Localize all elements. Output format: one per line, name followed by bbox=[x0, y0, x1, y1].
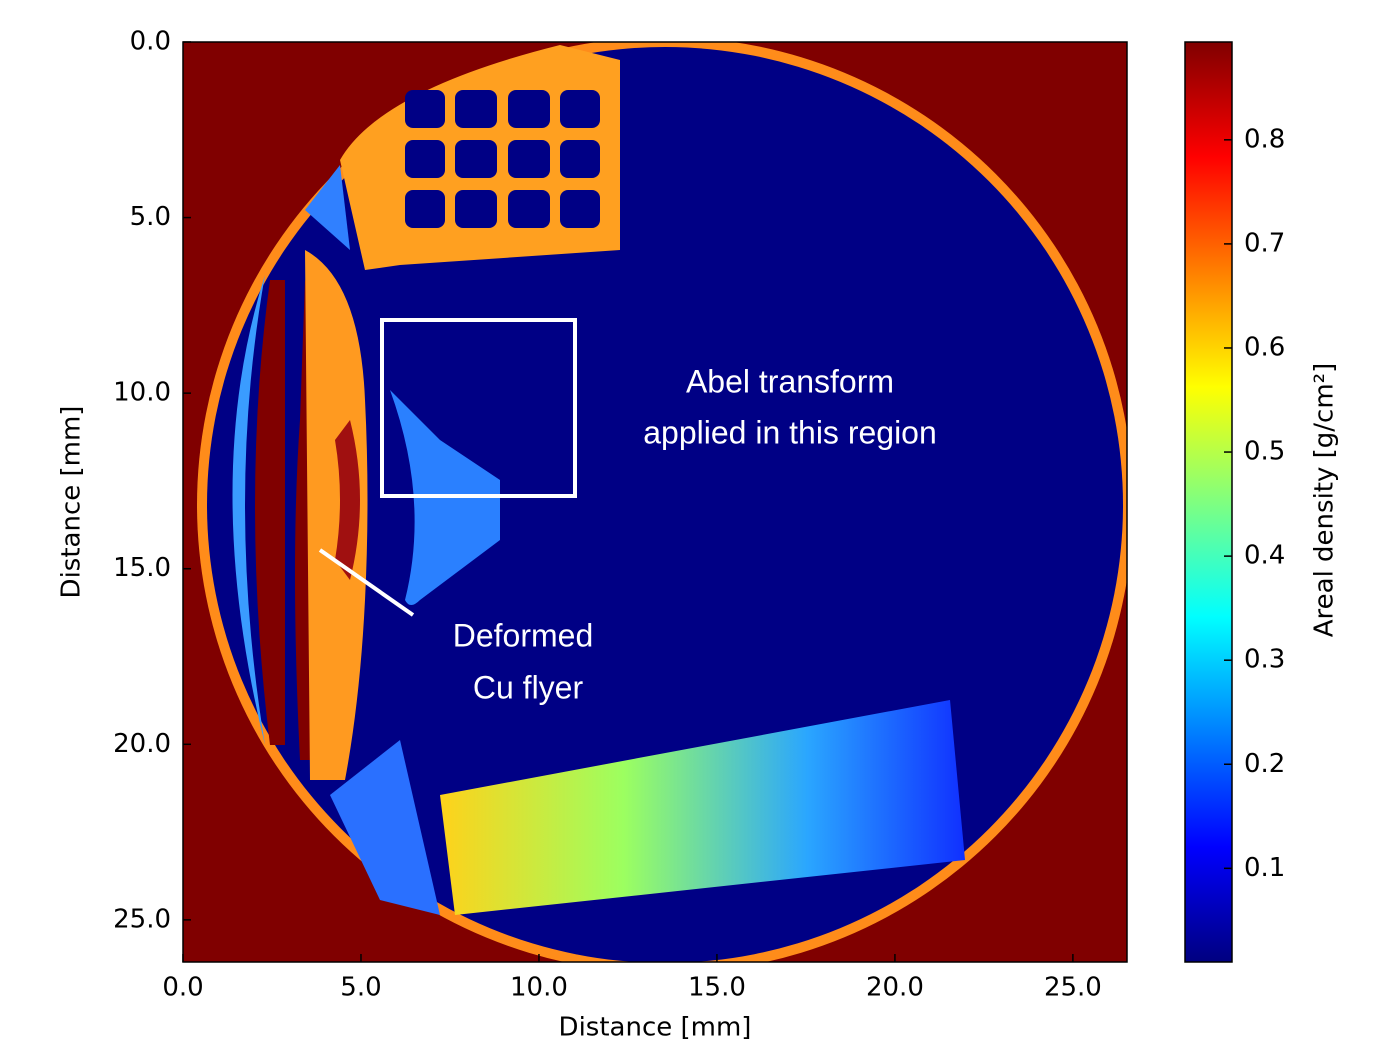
annotation: Abel transform bbox=[686, 363, 894, 399]
annotation: Deformed bbox=[453, 617, 594, 653]
colorbar-tick-label: 0.6 bbox=[1244, 332, 1285, 362]
colorbar-tick-label: 0.5 bbox=[1244, 437, 1285, 467]
colorbar-tick-label: 0.4 bbox=[1244, 541, 1285, 571]
colorbar-label: Areal density [g/cm²] bbox=[1310, 363, 1340, 638]
x-tick-label: 25.0 bbox=[1044, 973, 1102, 1003]
annotation: Cu flyer bbox=[473, 669, 584, 705]
x-tick-label: 5.0 bbox=[340, 973, 381, 1003]
colorbar-tick-label: 0.8 bbox=[1244, 124, 1285, 154]
x-tick-label: 15.0 bbox=[688, 973, 746, 1003]
chart: Abel transform applied in this region De… bbox=[0, 0, 1394, 1043]
colorbar-tick-label: 0.1 bbox=[1244, 853, 1285, 883]
y-tick-label: 0.0 bbox=[130, 27, 171, 57]
annotation: applied in this region bbox=[643, 414, 937, 450]
y-tick-label: 15.0 bbox=[113, 553, 171, 583]
colorbar-tick-label: 0.2 bbox=[1244, 749, 1285, 779]
x-tick-label: 20.0 bbox=[866, 973, 924, 1003]
y-tick-label: 25.0 bbox=[113, 904, 171, 934]
y-tick-label: 10.0 bbox=[113, 378, 171, 408]
x-axis-label: Distance [mm] bbox=[559, 1013, 752, 1043]
x-tick-label: 10.0 bbox=[510, 973, 568, 1003]
image bbox=[183, 37, 1133, 973]
y-tick-label: 20.0 bbox=[113, 729, 171, 759]
colorbar bbox=[1185, 42, 1232, 962]
colorbar-tick-label: 0.3 bbox=[1244, 645, 1285, 675]
y-axis-label: Distance [mm] bbox=[57, 406, 87, 599]
x-tick-label: 0.0 bbox=[162, 973, 203, 1003]
y-tick-label: 5.0 bbox=[130, 202, 171, 232]
colorbar-tick-label: 0.7 bbox=[1244, 228, 1285, 258]
